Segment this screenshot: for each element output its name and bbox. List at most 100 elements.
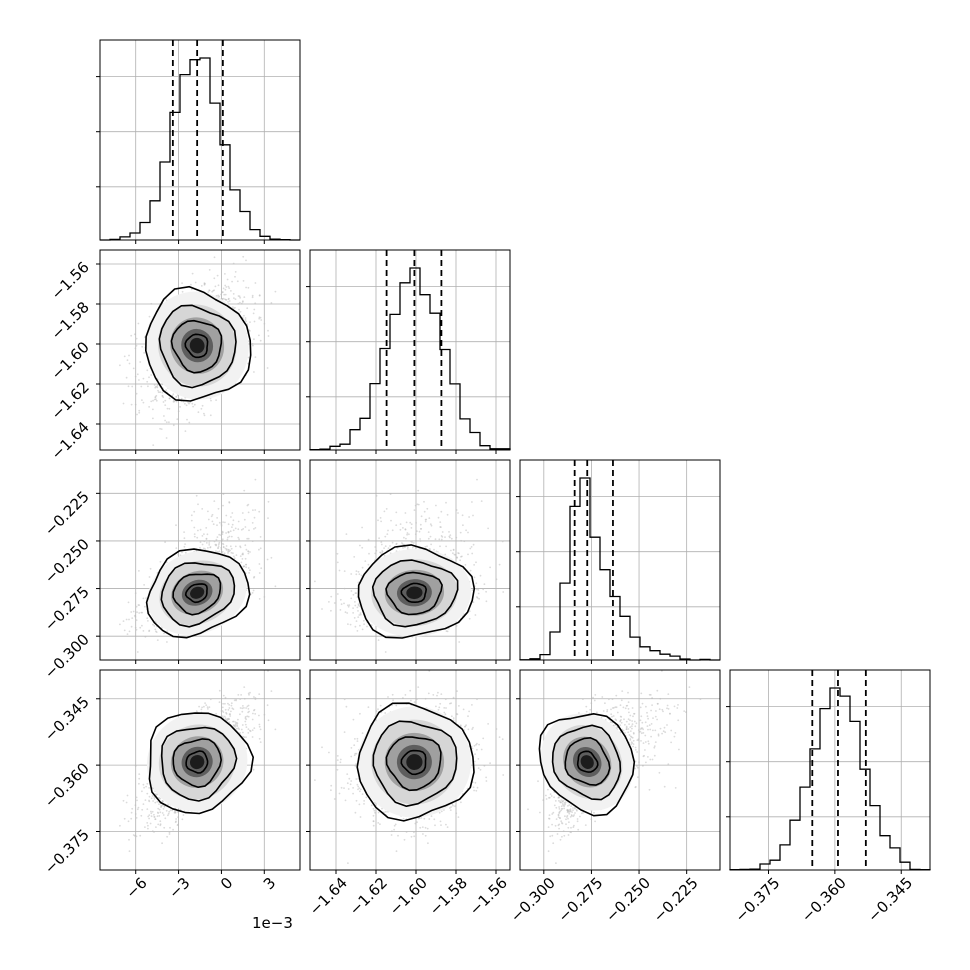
scatter-point xyxy=(459,531,462,534)
scatter-point xyxy=(344,611,347,614)
histogram-4 xyxy=(729,687,931,871)
scatter-point xyxy=(423,500,425,503)
scatter-point xyxy=(247,511,250,514)
scatter-point xyxy=(194,281,197,284)
scatter-point xyxy=(381,550,384,553)
scatter-point xyxy=(142,377,145,380)
scatter-point xyxy=(138,604,141,606)
scatter-point xyxy=(238,308,240,311)
scatter-point xyxy=(426,545,428,548)
scatter-point xyxy=(201,543,204,546)
scatter-point xyxy=(136,611,138,614)
scatter-point xyxy=(409,521,412,524)
scatter-point xyxy=(231,512,234,514)
scatter-point xyxy=(140,385,143,388)
scatter-point xyxy=(230,535,233,538)
scatter-point xyxy=(338,569,341,572)
scatter-point xyxy=(227,285,230,288)
scatter-point xyxy=(177,410,180,413)
scatter-point xyxy=(410,523,413,526)
scatter-point xyxy=(216,274,219,277)
scatter-point xyxy=(184,543,187,545)
scatter-point xyxy=(130,334,133,337)
scatter-point xyxy=(242,300,244,302)
scatter-point xyxy=(457,512,459,514)
scatter-point xyxy=(216,517,219,519)
scatter-point xyxy=(168,407,171,410)
panel-content xyxy=(100,250,300,450)
scatter-point xyxy=(386,533,389,535)
scatter-point xyxy=(225,286,228,288)
scatter-point xyxy=(224,284,227,287)
scatter-point xyxy=(126,359,129,362)
scatter-point xyxy=(154,396,157,398)
scatter-point xyxy=(232,306,234,308)
scatter-point xyxy=(226,538,229,541)
scatter-point xyxy=(131,385,134,388)
scatter-point xyxy=(232,262,235,265)
scatter-point xyxy=(240,302,243,305)
scatter-point xyxy=(146,369,149,372)
scatter-point xyxy=(190,288,193,291)
scatter-point xyxy=(258,598,261,600)
scatter-point xyxy=(227,301,229,303)
scatter-point xyxy=(233,557,236,560)
scatter-point xyxy=(444,536,446,538)
scatter-point xyxy=(237,536,240,539)
scatter-point xyxy=(355,570,358,572)
scatter-point xyxy=(153,384,156,386)
scatter-point xyxy=(212,523,215,526)
scatter-point xyxy=(141,399,143,401)
scatter-point xyxy=(141,345,144,348)
scatter-point xyxy=(218,541,221,544)
scatter-point xyxy=(446,513,449,516)
scatter-point xyxy=(357,616,360,618)
scatter-point xyxy=(193,533,196,535)
scatter-point xyxy=(193,526,196,529)
scatter-point xyxy=(352,607,354,609)
scatter-point xyxy=(139,361,142,363)
scatter-point xyxy=(220,523,223,525)
scatter-point xyxy=(127,601,130,604)
scatter-point xyxy=(165,389,168,392)
scatter-point xyxy=(128,618,130,621)
scatter-point xyxy=(152,399,154,402)
scatter-point xyxy=(336,593,339,595)
scatter-point xyxy=(245,548,248,551)
scatter-point xyxy=(228,501,231,503)
scatter-point xyxy=(253,308,256,311)
scatter-point xyxy=(387,547,390,549)
scatter-point xyxy=(205,538,208,540)
contour-line xyxy=(184,583,208,604)
scatter-point xyxy=(237,302,240,305)
plot-layer xyxy=(96,39,931,871)
contour-line xyxy=(145,548,251,639)
scatter-point xyxy=(377,639,380,641)
scatter-point xyxy=(225,514,228,517)
scatter-point xyxy=(221,530,224,533)
scatter-point xyxy=(187,401,190,404)
scatter-point xyxy=(199,541,202,544)
scatter-point xyxy=(253,528,255,530)
scatter-point xyxy=(237,520,240,523)
scatter-point xyxy=(238,538,241,541)
scatter-point xyxy=(252,589,255,592)
scatter-point xyxy=(243,489,246,492)
scatter-point xyxy=(270,302,273,304)
scatter-point xyxy=(502,591,505,593)
scatter-point xyxy=(214,285,217,288)
scatter-point xyxy=(222,521,225,523)
scatter-point xyxy=(237,528,240,531)
scatter-point xyxy=(138,612,141,614)
scatter-point xyxy=(253,338,255,341)
scatter-point xyxy=(135,344,138,347)
scatter-point xyxy=(134,375,137,378)
scatter-point xyxy=(228,550,231,553)
scatter-point xyxy=(197,503,199,506)
scatter-point xyxy=(239,301,241,304)
scatter-point xyxy=(126,633,129,635)
scatter-point xyxy=(416,530,418,533)
scatter-point xyxy=(241,553,244,556)
scatter-point xyxy=(251,540,254,543)
